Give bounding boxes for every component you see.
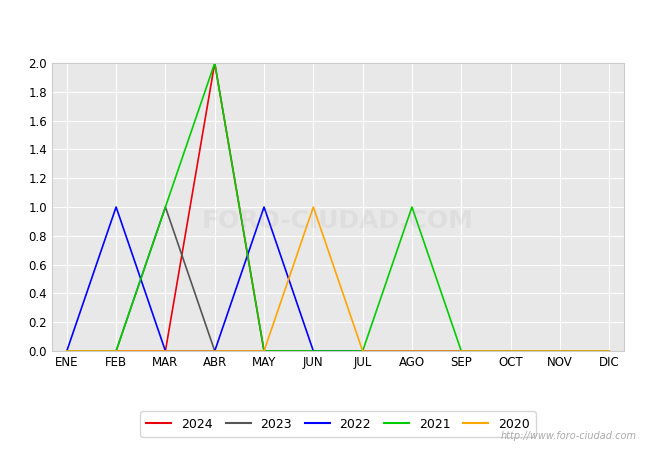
2023: [211, 348, 218, 354]
2021: [211, 60, 218, 66]
2024: [63, 348, 71, 354]
2022: [112, 204, 120, 210]
2022: [161, 348, 169, 354]
2021: [507, 348, 515, 354]
2023: [556, 348, 564, 354]
Text: Matriculaciones de Vehiculos en Zafra de Záncara: Matriculaciones de Vehiculos en Zafra de…: [133, 19, 517, 35]
2024: [112, 348, 120, 354]
2022: [605, 348, 613, 354]
2021: [556, 348, 564, 354]
Line: 2020: 2020: [67, 207, 609, 351]
2022: [63, 348, 71, 354]
2022: [359, 348, 367, 354]
2021: [458, 348, 465, 354]
2020: [112, 348, 120, 354]
2024: [458, 348, 465, 354]
2023: [507, 348, 515, 354]
2020: [211, 348, 218, 354]
2020: [63, 348, 71, 354]
2023: [605, 348, 613, 354]
2024: [359, 348, 367, 354]
2021: [161, 204, 169, 210]
2022: [309, 348, 317, 354]
2021: [112, 348, 120, 354]
2024: [161, 348, 169, 354]
2021: [408, 204, 416, 210]
2022: [408, 348, 416, 354]
2021: [309, 348, 317, 354]
2020: [507, 348, 515, 354]
2023: [309, 348, 317, 354]
2021: [260, 348, 268, 354]
Text: FORO-CIUDAD.COM: FORO-CIUDAD.COM: [202, 209, 474, 234]
Line: 2022: 2022: [67, 207, 609, 351]
2024: [260, 348, 268, 354]
2024: [211, 60, 218, 66]
2022: [556, 348, 564, 354]
2023: [112, 348, 120, 354]
2022: [260, 204, 268, 210]
2021: [359, 348, 367, 354]
2020: [605, 348, 613, 354]
2023: [408, 348, 416, 354]
Line: 2023: 2023: [67, 207, 609, 351]
2020: [556, 348, 564, 354]
Legend: 2024, 2023, 2022, 2021, 2020: 2024, 2023, 2022, 2021, 2020: [140, 411, 536, 437]
2023: [63, 348, 71, 354]
2024: [556, 348, 564, 354]
2024: [309, 348, 317, 354]
Line: 2021: 2021: [67, 63, 609, 351]
2021: [63, 348, 71, 354]
2020: [309, 204, 317, 210]
2023: [260, 348, 268, 354]
2023: [359, 348, 367, 354]
2024: [408, 348, 416, 354]
2022: [507, 348, 515, 354]
2023: [458, 348, 465, 354]
2020: [408, 348, 416, 354]
2020: [359, 348, 367, 354]
Line: 2024: 2024: [67, 63, 609, 351]
2020: [260, 348, 268, 354]
2021: [605, 348, 613, 354]
2024: [507, 348, 515, 354]
2022: [211, 348, 218, 354]
Text: http://www.foro-ciudad.com: http://www.foro-ciudad.com: [501, 431, 637, 441]
2022: [458, 348, 465, 354]
2020: [458, 348, 465, 354]
2020: [161, 348, 169, 354]
2024: [605, 348, 613, 354]
2023: [161, 204, 169, 210]
